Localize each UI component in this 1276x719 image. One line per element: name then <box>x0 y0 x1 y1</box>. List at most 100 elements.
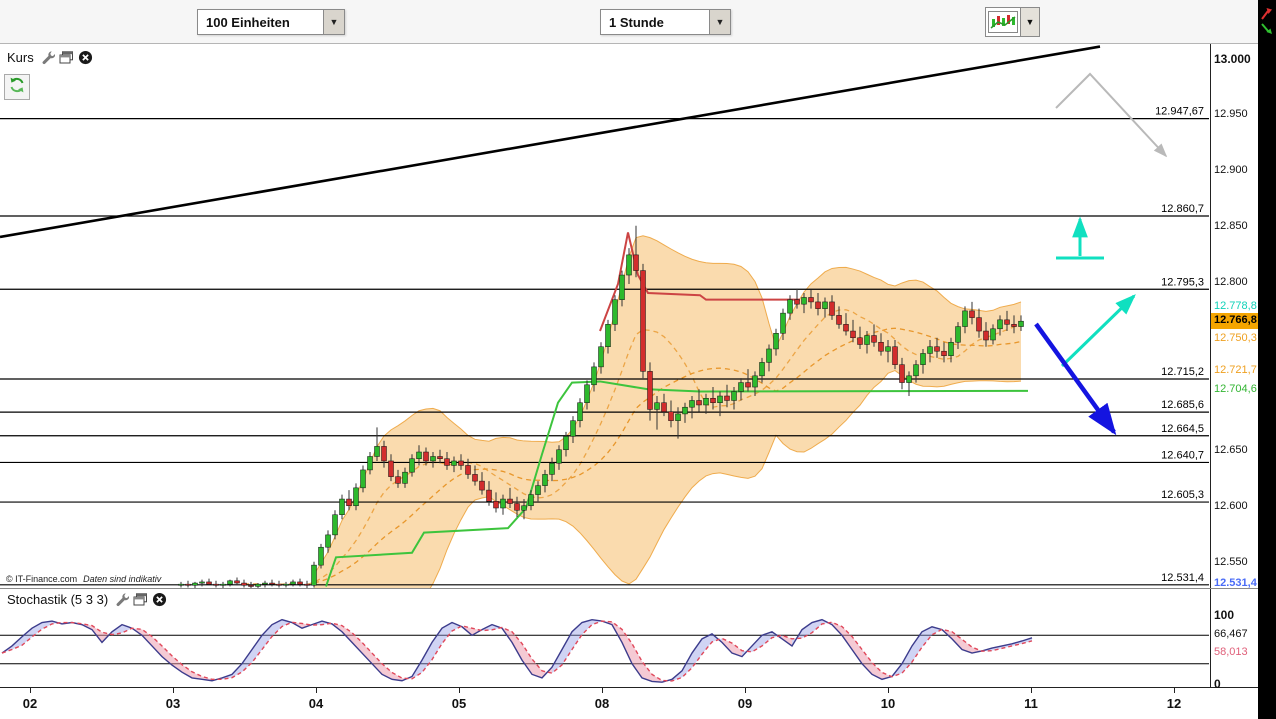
price-chart[interactable]: 12.947,67 12.860,7 12.795,3 12.715,2 12.685,… <box>0 44 1210 588</box>
level-label: 12.715,2 <box>1161 366 1204 378</box>
chevron-down-icon[interactable]: ▼ <box>323 10 344 34</box>
candle-body <box>395 476 401 484</box>
candle-body <box>402 471 408 484</box>
time-axis-tick <box>888 688 889 693</box>
refresh-button[interactable] <box>4 74 30 100</box>
price-panel-title: Kurs <box>7 50 34 65</box>
candle-body <box>507 498 513 504</box>
side-strip <box>1258 0 1276 719</box>
candle-body <box>983 330 989 341</box>
stoch-fill <box>912 631 922 663</box>
candle-body <box>815 301 821 309</box>
close-icon[interactable] <box>152 592 167 607</box>
stoch-fill <box>902 645 912 674</box>
candle-body <box>836 315 842 325</box>
candle-body <box>892 346 898 365</box>
time-axis-label: 05 <box>451 696 467 711</box>
stoch-fill <box>172 655 182 673</box>
candle-body <box>899 364 905 383</box>
price-axis-label: 12.600 <box>1214 500 1248 512</box>
candle-body <box>290 581 296 585</box>
level-label: 12.640,7 <box>1161 449 1204 461</box>
stoch-fill <box>682 653 692 678</box>
stochastic-chart[interactable] <box>0 612 1210 687</box>
chevron-down-icon[interactable]: ▼ <box>709 10 730 34</box>
time-axis-tick <box>459 688 460 693</box>
stoch-fill <box>372 653 382 675</box>
candle-body <box>409 458 415 473</box>
units-dropdown[interactable]: 100 Einheiten ▼ <box>197 9 345 35</box>
time-axis[interactable]: 02 03 04 05 08 09 10 11 12 <box>0 687 1258 719</box>
candle-body <box>444 458 450 466</box>
candle-body <box>430 456 436 462</box>
stoch-fill <box>242 649 252 672</box>
stoch-fill <box>802 622 812 639</box>
candle-body <box>591 366 597 386</box>
candle-body <box>885 346 891 352</box>
chart-type-button[interactable]: ▼ <box>985 7 1040 37</box>
stoch-fill <box>442 622 452 644</box>
candle-body <box>731 391 737 401</box>
mini-arrows-icon[interactable] <box>1260 6 1274 41</box>
price-axis-label: 12.850 <box>1214 220 1248 232</box>
stoch-panel-title: Stochastik (5 3 3) <box>7 592 109 607</box>
copyright-note: Daten sind indikativ <box>83 574 162 584</box>
candle-body <box>598 346 604 368</box>
price-axis[interactable]: 13.000 12.950 12.900 12.850 12.800 12.778,8 12… <box>1210 44 1258 691</box>
candle-body <box>360 469 366 489</box>
candle-body <box>738 382 744 392</box>
stoch-fill <box>22 628 32 646</box>
bollinger-upper <box>313 235 1022 575</box>
refresh-icon <box>8 76 26 99</box>
candle-body <box>682 406 688 415</box>
stoch-d-line <box>1 620 1033 682</box>
stoch-fill <box>782 635 792 646</box>
candle-body <box>514 503 520 511</box>
chart-type-icon[interactable] <box>985 7 1021 37</box>
candle-body <box>416 451 422 459</box>
wrench-icon[interactable] <box>114 592 130 607</box>
copyright-source: © IT-Finance.com <box>6 574 78 584</box>
candle-body <box>542 474 548 486</box>
time-axis-label: 09 <box>737 696 753 711</box>
wrench-icon[interactable] <box>40 50 55 65</box>
candle-body <box>654 402 660 410</box>
time-axis-tick <box>602 688 603 693</box>
timeframe-dropdown[interactable]: 1 Stunde ▼ <box>600 9 731 35</box>
candle-body <box>423 451 429 462</box>
stoch-fill <box>692 638 702 668</box>
time-axis-tick <box>316 688 317 693</box>
stoch-fill <box>192 671 202 680</box>
candle-body <box>857 337 863 345</box>
candle-body <box>766 348 772 363</box>
stoch-fill <box>182 664 192 678</box>
stoch-fill <box>342 625 352 643</box>
candle-body <box>780 312 786 334</box>
stoch-panel-header: Stochastik (5 3 3) <box>4 591 171 608</box>
candle-body <box>605 324 611 347</box>
candle-body <box>927 346 933 354</box>
candle-body <box>486 489 492 502</box>
candle-body <box>997 319 1003 330</box>
stoch-fill <box>572 622 582 650</box>
level-label: 12.685,6 <box>1161 399 1204 411</box>
trendline <box>0 45 1101 239</box>
price-axis-label: 13.000 <box>1214 52 1251 66</box>
candle-body <box>633 254 639 271</box>
toolbar: 100 Einheiten ▼ 1 Stunde ▼ ▼ <box>0 0 1258 44</box>
chevron-down-icon[interactable]: ▼ <box>1021 7 1040 37</box>
stoch-fill <box>262 624 272 650</box>
close-icon[interactable] <box>78 50 93 65</box>
caret-glyph: ▼ <box>1025 17 1035 27</box>
time-axis-label: 04 <box>308 696 324 711</box>
candle-body <box>269 582 275 585</box>
window-icon[interactable] <box>133 593 148 606</box>
candle-body <box>493 501 499 509</box>
window-icon[interactable] <box>59 51 74 64</box>
candle-body <box>206 581 212 585</box>
time-axis-label: 11 <box>1024 696 1038 711</box>
candle-body <box>479 480 485 491</box>
price-axis-label: 12.721,7 <box>1214 363 1257 376</box>
candle-body <box>220 583 226 586</box>
candle-body <box>829 301 835 316</box>
